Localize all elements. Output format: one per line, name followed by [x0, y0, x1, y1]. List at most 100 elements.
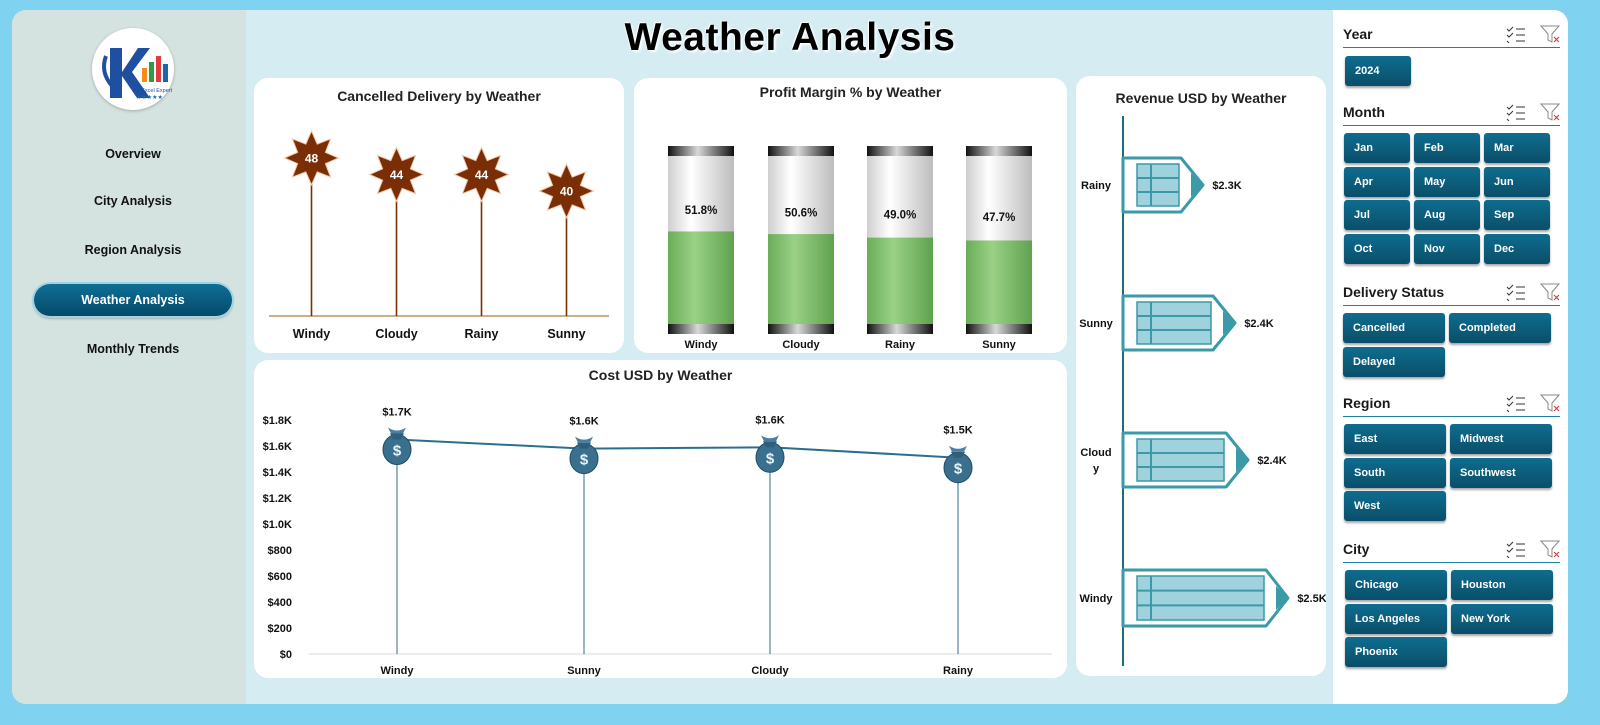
slicer-delivery-status-title: Delivery Status: [1343, 284, 1445, 300]
slicer-status-delayed[interactable]: Delayed: [1343, 347, 1445, 377]
nav-overview[interactable]: Overview: [105, 147, 161, 161]
cost-value-label: $1.6K: [755, 414, 784, 426]
nav-monthly-trends[interactable]: Monthly Trends: [86, 342, 180, 356]
slicer-year-2024[interactable]: 2024: [1345, 56, 1411, 86]
logo: An Excel Expert ★★★★★: [92, 28, 174, 110]
revenue-value-label: $2.5K: [1297, 593, 1326, 605]
slicer-panel: Year 2024 Month Jan Feb Mar Apr May Jun Jul Aug…: [1333, 10, 1568, 704]
cost-ytick-label: $600: [268, 571, 292, 583]
slicer-month-aug[interactable]: Aug: [1414, 200, 1480, 230]
profit-tube-top-cap: [768, 146, 834, 156]
revenue-card: Revenue USD by Weather $2.3K Rainy $2.4K Su…: [1076, 76, 1326, 676]
slicer-region-south[interactable]: South: [1344, 458, 1446, 488]
profit-tube-bottom-cap: [668, 324, 734, 334]
slicer-region-west[interactable]: West: [1344, 491, 1446, 521]
svg-text:$: $: [766, 450, 775, 467]
slicer-status-cancelled[interactable]: Cancelled: [1343, 313, 1445, 343]
multi-select-icon[interactable]: [1506, 103, 1526, 121]
nav-city-analysis[interactable]: City Analysis: [93, 194, 173, 208]
slicer-city-phoenix[interactable]: Phoenix: [1345, 637, 1447, 667]
slicer-status-completed[interactable]: Completed: [1449, 313, 1551, 343]
nav-region-analysis[interactable]: Region Analysis: [84, 243, 182, 257]
logo-icon: An Excel Expert ★★★★★: [102, 48, 173, 101]
slicer-year-title: Year: [1343, 26, 1373, 42]
cost-ytick-label: $1.6K: [263, 441, 292, 453]
profit-margin-chart: 51.8% Windy 50.6% Cloudy 49.0% Rainy 47.7% Sunn…: [668, 146, 1032, 351]
revenue-category-label: Sunny: [1079, 318, 1113, 330]
multi-select-icon[interactable]: [1506, 25, 1526, 43]
profit-tube-bottom-cap: [966, 324, 1032, 334]
cancelled-delivery-chart: 48 Windy 44 Cloudy 44 Rainy 40 Sunny: [269, 129, 609, 341]
slicer-month-apr[interactable]: Apr: [1344, 166, 1410, 197]
clear-filter-icon[interactable]: [1540, 25, 1560, 43]
revenue-value-label: $2.4K: [1244, 318, 1273, 330]
revenue-category-label: Windy: [1080, 593, 1114, 605]
cost-card: Cost USD by Weather $0 $200 $400 $600 $800 $1…: [254, 360, 1067, 678]
slicer-month-nov[interactable]: Nov: [1414, 233, 1480, 264]
clear-filter-icon[interactable]: [1540, 540, 1560, 558]
sidebar: An Excel Expert ★★★★★ Overview City Anal…: [12, 10, 246, 704]
revenue-pencil-bar: [1121, 294, 1237, 352]
profit-category-label: Sunny: [982, 339, 1016, 351]
cancelled-delivery-card: Cancelled Delivery by Weather 48 Windy 44 C…: [254, 78, 624, 353]
revenue-pencil-bar: [1121, 431, 1250, 489]
slicer-month-feb[interactable]: Feb: [1414, 133, 1480, 163]
cost-category-label: Rainy: [943, 665, 974, 677]
slicer-month-mar[interactable]: Mar: [1484, 133, 1550, 163]
cancel-category-label: Cloudy: [375, 327, 417, 341]
slicer-month-sep[interactable]: Sep: [1484, 200, 1550, 230]
nav-weather-analysis[interactable]: Weather Analysis: [34, 284, 232, 316]
slicer-city-title: City: [1343, 541, 1370, 557]
cost-ytick-label: $200: [268, 623, 292, 635]
page-title: Weather Analysis: [624, 16, 956, 59]
slicer-region-east[interactable]: East: [1344, 424, 1446, 454]
clear-filter-icon[interactable]: [1540, 394, 1560, 412]
cost-ytick-label: $1.4K: [263, 467, 292, 479]
cost-value-label: $1.5K: [943, 425, 972, 437]
slicer-month-may[interactable]: May: [1414, 166, 1480, 197]
cancel-star-marker: [368, 146, 425, 203]
revenue-category-label: Rainy: [1081, 180, 1112, 192]
cost-chart: $0 $200 $400 $600 $800 $1.0K $1.2K $1.4K $1.6K $1…: [263, 407, 1052, 677]
cost-title: Cost USD by Weather: [588, 367, 733, 383]
cost-category-label: Cloudy: [751, 665, 789, 677]
slicer-month-jul[interactable]: Jul: [1344, 200, 1410, 230]
slicer-month-dec[interactable]: Dec: [1484, 233, 1550, 264]
profit-tube-bottom-cap: [867, 324, 933, 334]
slicer-month: Month Jan Feb Mar Apr May Jun Jul Aug Sep Oct Nov D…: [1343, 100, 1560, 264]
cancel-star-marker: [283, 129, 340, 187]
clear-filter-icon[interactable]: [1540, 103, 1560, 121]
slicer-region-title: Region: [1343, 395, 1391, 411]
revenue-chart: $2.3K Rainy $2.4K Sunny $2.4K Cloud y $2.5K Wind…: [1079, 116, 1326, 666]
profit-category-label: Rainy: [885, 339, 916, 351]
slicer-city-new-york[interactable]: New York: [1451, 604, 1553, 634]
profit-value-label: 50.6%: [785, 207, 818, 219]
logo-text: An Excel Expert: [133, 88, 173, 94]
slicer-region-southwest[interactable]: Southwest: [1450, 458, 1552, 488]
slicer-month-jun[interactable]: Jun: [1484, 166, 1550, 197]
revenue-title: Revenue USD by Weather: [1115, 90, 1287, 106]
slicer-city-chicago[interactable]: Chicago: [1345, 570, 1447, 600]
profit-tube-top-cap: [867, 146, 933, 156]
cancel-value-label: 44: [390, 168, 404, 182]
slicer-city-los-angeles[interactable]: Los Angeles: [1345, 604, 1447, 634]
slicer-month-title: Month: [1343, 104, 1385, 120]
slicer-region-midwest[interactable]: Midwest: [1450, 424, 1552, 454]
slicer-month-jan[interactable]: Jan: [1344, 133, 1410, 163]
multi-select-icon[interactable]: [1506, 394, 1526, 412]
slicer-region: Region East Midwest South Southwest West: [1343, 391, 1560, 521]
cost-category-label: Sunny: [567, 665, 601, 677]
multi-select-icon[interactable]: [1506, 540, 1526, 558]
clear-filter-icon[interactable]: [1540, 283, 1560, 301]
profit-value-label: 47.7%: [983, 212, 1016, 224]
slicer-city-houston[interactable]: Houston: [1451, 570, 1553, 600]
revenue-value-label: $2.3K: [1212, 180, 1241, 192]
multi-select-icon[interactable]: [1506, 283, 1526, 301]
cost-ytick-label: $400: [268, 597, 292, 609]
svg-text:$: $: [580, 452, 589, 469]
slicer-year: Year 2024: [1343, 22, 1560, 86]
slicer-month-oct[interactable]: Oct: [1344, 233, 1410, 264]
revenue-value-label: $2.4K: [1257, 455, 1286, 467]
cancel-category-label: Windy: [293, 327, 330, 341]
cancel-value-label: 48: [305, 152, 319, 166]
